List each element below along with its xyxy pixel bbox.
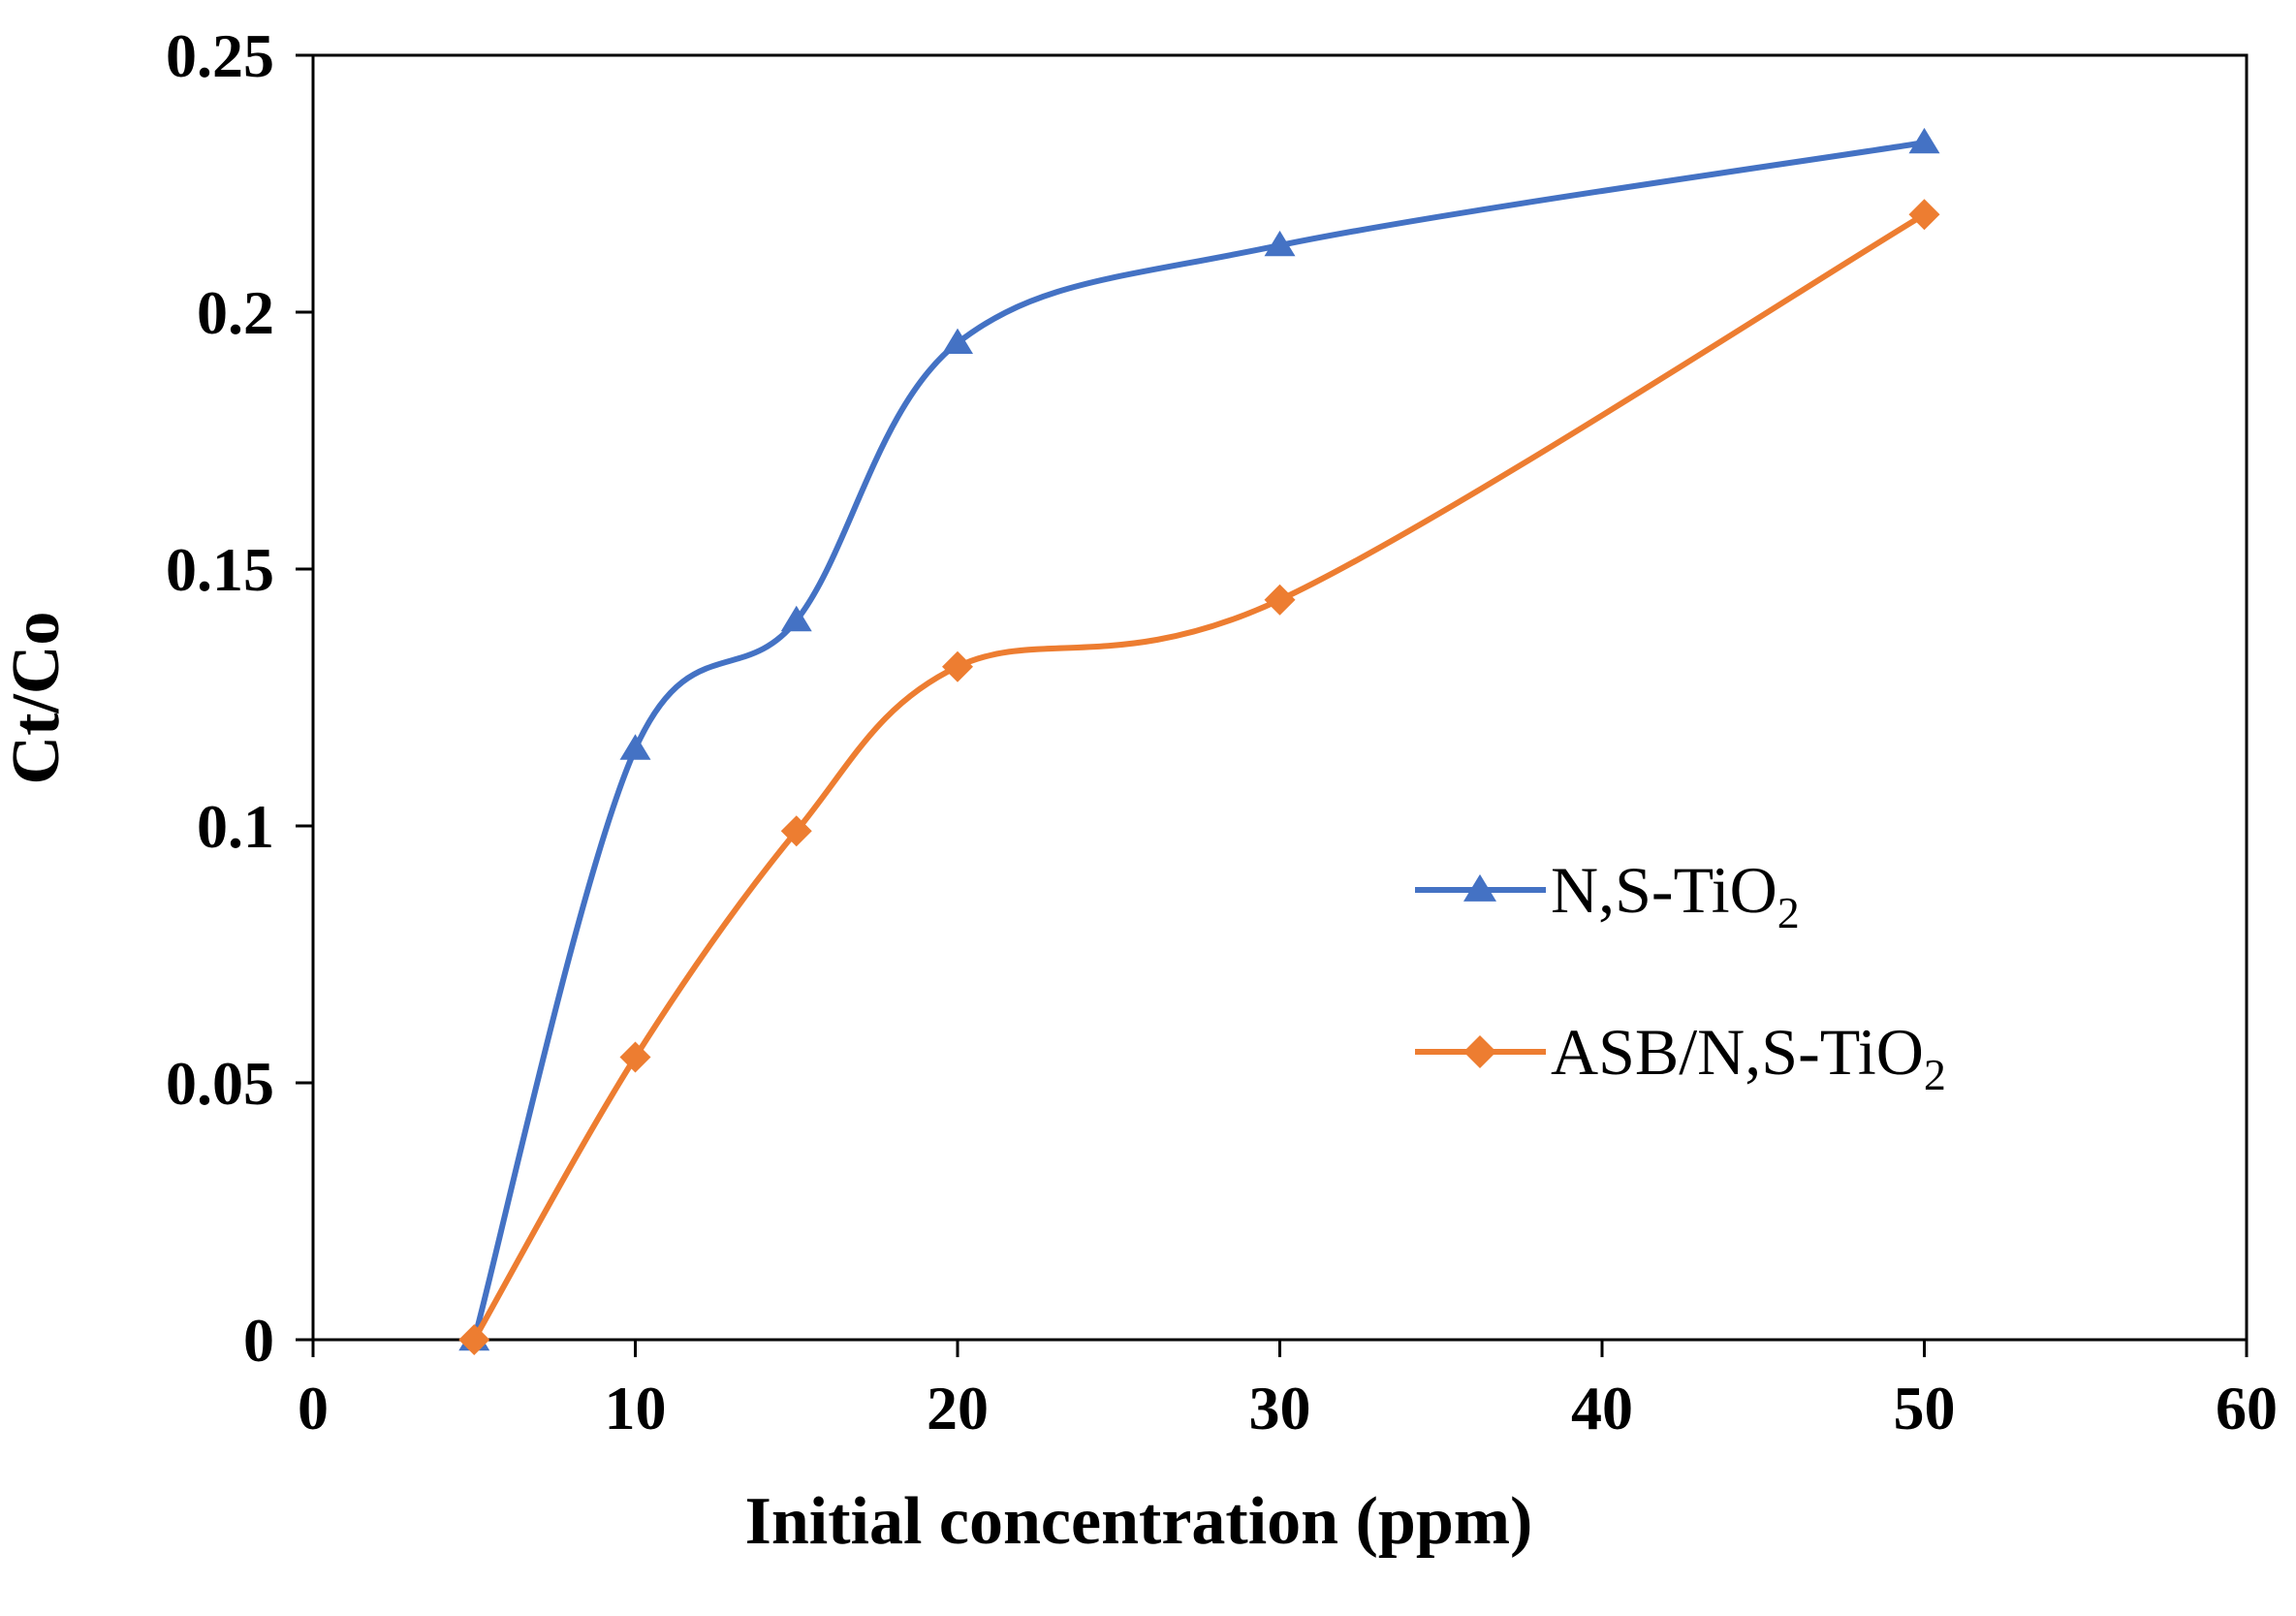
x-tick-label: 60 bbox=[2216, 1374, 2278, 1442]
data-point bbox=[780, 815, 812, 847]
y-tick-label: 0.2 bbox=[197, 278, 274, 347]
y-tick-label: 0 bbox=[243, 1306, 274, 1375]
legend-label-main: N,S-TiO bbox=[1551, 853, 1777, 927]
data-point bbox=[458, 1324, 490, 1355]
legend-marker bbox=[1463, 873, 1496, 902]
data-point bbox=[1264, 584, 1296, 616]
series-layer bbox=[458, 127, 1940, 1355]
series-0 bbox=[458, 127, 1940, 1351]
legend-label-subscript: 2 bbox=[1777, 888, 1800, 937]
x-tick-label: 20 bbox=[927, 1374, 989, 1442]
x-axis-title: Initial concentration (ppm) bbox=[745, 1484, 1533, 1559]
legend-label: N,S-TiO2 bbox=[1551, 853, 1800, 937]
y-tick-label: 0.05 bbox=[166, 1049, 274, 1118]
legend-label-subscript: 2 bbox=[1924, 1050, 1946, 1099]
data-point bbox=[619, 734, 651, 760]
x-tick-label: 30 bbox=[1249, 1374, 1311, 1442]
y-tick-label: 0.15 bbox=[166, 535, 274, 604]
x-tick-label: 40 bbox=[1571, 1374, 1633, 1442]
x-axis-ticks: 0 10 20 30 40 50 60 bbox=[298, 1340, 2278, 1442]
data-point bbox=[780, 605, 812, 632]
legend-marker bbox=[1463, 1035, 1496, 1068]
data-point bbox=[942, 328, 973, 354]
data-point bbox=[1264, 230, 1296, 257]
series-1 bbox=[458, 199, 1940, 1355]
data-point bbox=[1908, 127, 1940, 154]
data-point bbox=[942, 650, 973, 682]
y-tick-label: 0.1 bbox=[197, 792, 274, 861]
x-tick-label: 10 bbox=[605, 1374, 667, 1442]
x-tick-label: 50 bbox=[1894, 1374, 1956, 1442]
y-axis-ticks: 0 0.05 0.1 0.15 0.2 0.25 bbox=[166, 21, 313, 1375]
legend-item-1: ASB/N,S-TiO2 bbox=[1415, 1015, 1946, 1099]
data-point bbox=[1908, 199, 1940, 231]
y-axis-title: Ct/Co bbox=[0, 612, 74, 785]
x-tick-label: 0 bbox=[298, 1374, 329, 1442]
legend-item-0: N,S-TiO2 bbox=[1415, 853, 1800, 937]
series-line bbox=[471, 140, 1925, 1341]
y-tick-label: 0.25 bbox=[166, 21, 274, 90]
series-line bbox=[471, 211, 1927, 1342]
data-point bbox=[619, 1041, 651, 1073]
legend-label-main: ASB/N,S-TiO bbox=[1551, 1015, 1924, 1089]
legend-label: ASB/N,S-TiO2 bbox=[1551, 1015, 1946, 1099]
